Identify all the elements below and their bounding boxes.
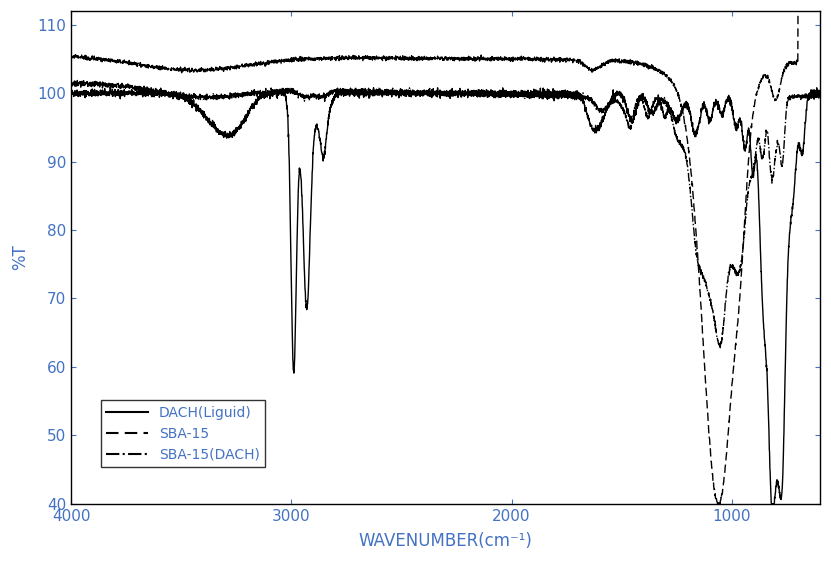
SBA-15(DACH)	[72, 77, 82, 84]
SBA-15(DACH)	[755, 141, 765, 148]
SBA-15(DACH)	[387, 88, 397, 94]
Legend: DACH(Liguid), SBA-15, SBA-15(DACH): DACH(Liguid), SBA-15, SBA-15(DACH)	[101, 400, 265, 467]
Line: SBA-15(DACH): SBA-15(DACH)	[71, 80, 820, 348]
SBA-15(DACH)	[381, 87, 391, 94]
SBA-15	[713, 500, 723, 507]
DACH(Liguid)	[755, 224, 765, 231]
SBA-15	[794, 8, 804, 15]
SBA-15(DACH)	[792, 94, 802, 100]
SBA-15(DACH)	[610, 95, 620, 102]
SBA-15	[422, 54, 432, 61]
SBA-15	[610, 59, 620, 66]
DACH(Liguid)	[792, 149, 802, 156]
Line: DACH(Liguid): DACH(Liguid)	[71, 86, 820, 504]
SBA-15	[381, 57, 391, 64]
DACH(Liguid)	[66, 89, 76, 96]
SBA-15	[755, 80, 765, 87]
DACH(Liguid)	[106, 83, 116, 90]
SBA-15(DACH)	[715, 344, 725, 351]
SBA-15	[66, 52, 76, 59]
SBA-15	[792, 60, 802, 67]
SBA-15	[386, 54, 396, 61]
DACH(Liguid)	[387, 89, 397, 95]
DACH(Liguid)	[381, 90, 391, 96]
SBA-15(DACH)	[815, 93, 825, 99]
X-axis label: WAVENUMBER(cm⁻¹): WAVENUMBER(cm⁻¹)	[359, 532, 533, 550]
Y-axis label: %T: %T	[11, 245, 29, 270]
SBA-15	[815, 11, 825, 18]
DACH(Liguid)	[422, 90, 432, 97]
Line: SBA-15: SBA-15	[71, 11, 820, 504]
SBA-15(DACH)	[66, 79, 76, 85]
DACH(Liguid)	[766, 500, 776, 507]
SBA-15(DACH)	[422, 90, 432, 96]
DACH(Liguid)	[610, 92, 620, 99]
DACH(Liguid)	[815, 89, 825, 96]
